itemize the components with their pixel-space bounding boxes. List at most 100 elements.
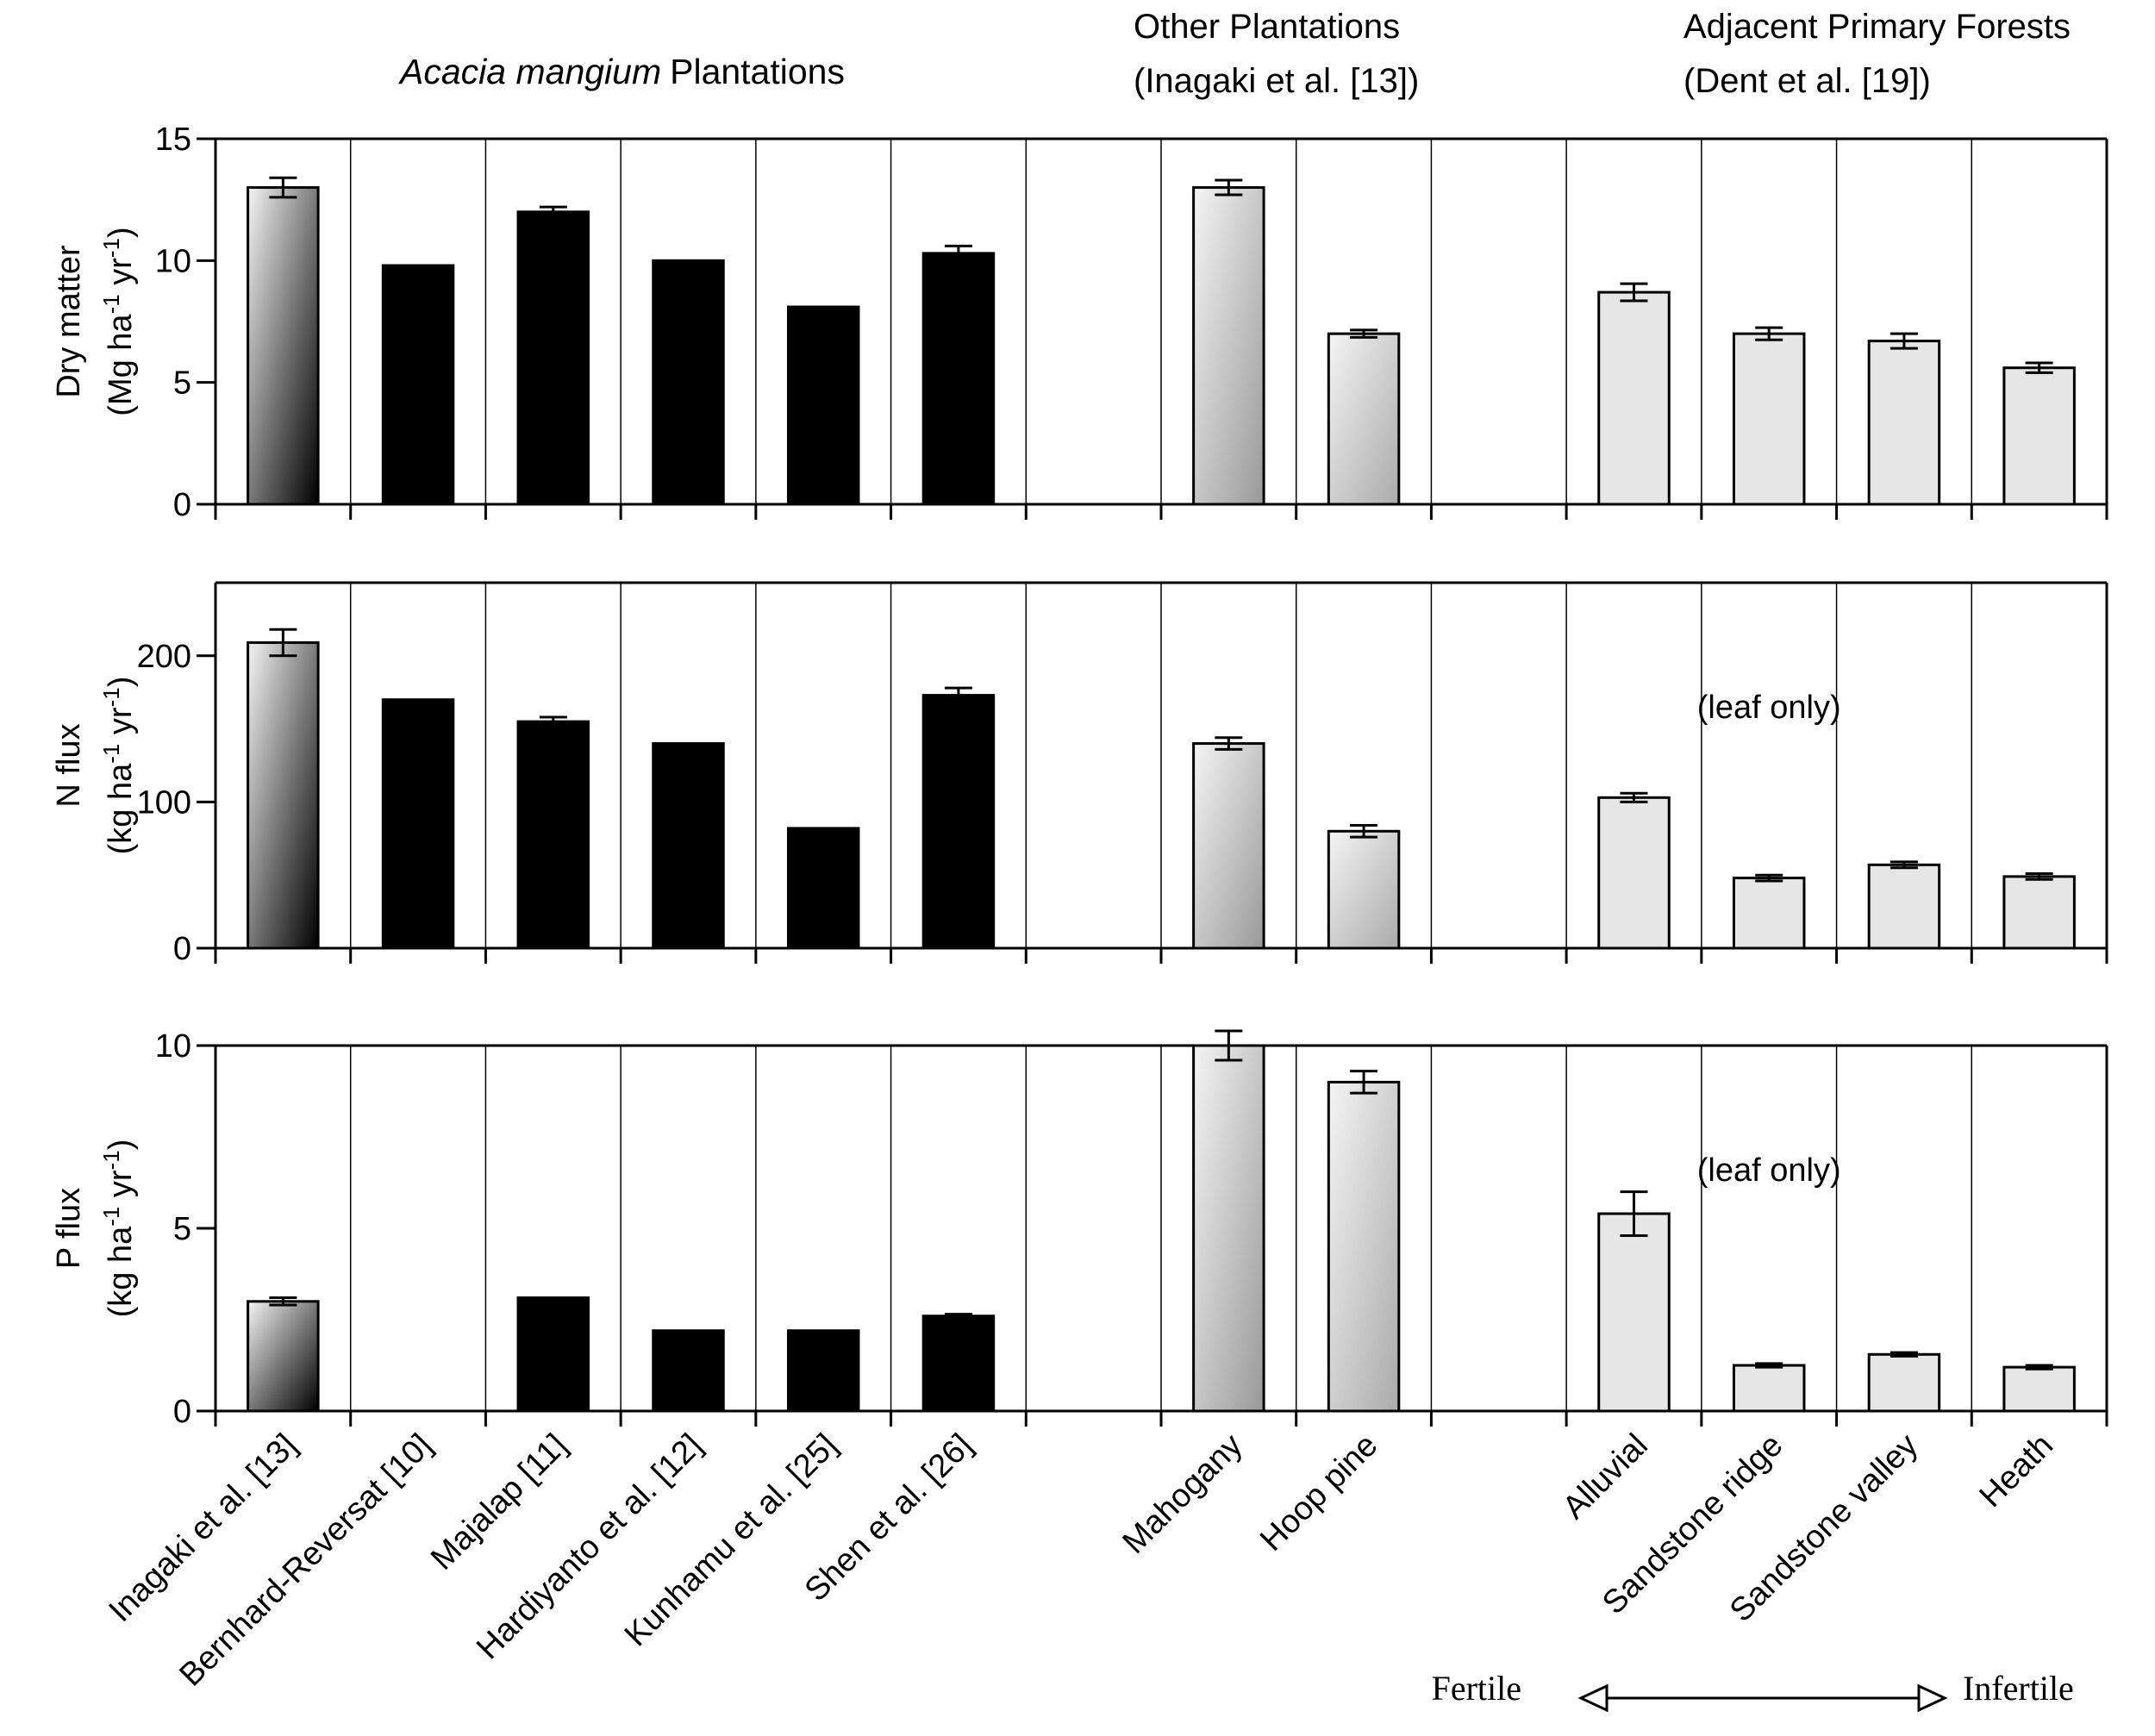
error-bar bbox=[944, 1313, 972, 1320]
unit-superscript: -1 bbox=[98, 238, 124, 258]
arrow-head-right bbox=[1917, 1683, 1948, 1713]
bar bbox=[516, 720, 590, 950]
y-tick-label: 0 bbox=[173, 931, 191, 967]
x-tick-label: Majalap [11] bbox=[424, 1427, 574, 1577]
bar bbox=[247, 1300, 320, 1413]
arrow-head-left bbox=[1577, 1683, 1608, 1713]
error-bar bbox=[2025, 1364, 2053, 1371]
error-bar bbox=[944, 244, 972, 262]
error-bar bbox=[1215, 1029, 1243, 1062]
x-tick-label: Heath bbox=[1973, 1427, 2060, 1514]
unit-text: ) bbox=[103, 1140, 139, 1151]
annotation: (leaf only) bbox=[1697, 690, 1841, 726]
error-bar bbox=[944, 686, 972, 704]
annotation: (leaf only) bbox=[1697, 1152, 1841, 1189]
y-tick-label: 0 bbox=[173, 487, 191, 523]
unit-text: yr bbox=[103, 707, 139, 744]
x-tick-label: Bernhard-Reversat [10] bbox=[172, 1427, 439, 1694]
error-bar bbox=[269, 176, 297, 199]
y-label: P flux bbox=[51, 1188, 87, 1269]
unit-superscript: -1 bbox=[98, 744, 124, 764]
error-bar bbox=[1890, 332, 1918, 350]
unit-superscript: -1 bbox=[98, 687, 124, 707]
bar bbox=[247, 186, 320, 506]
error-bar bbox=[539, 715, 567, 727]
group-label: (Dent et al. [19]) bbox=[1683, 62, 1931, 100]
bar bbox=[1867, 1352, 1941, 1413]
bar bbox=[1732, 1364, 1806, 1413]
bar bbox=[1597, 290, 1671, 506]
unit-text: (Mg ha bbox=[103, 314, 139, 416]
bar bbox=[1192, 742, 1265, 950]
bar bbox=[2002, 366, 2076, 506]
y-tick-label: 5 bbox=[173, 1211, 191, 1247]
bar bbox=[1597, 796, 1671, 950]
error-bar bbox=[1620, 282, 1648, 303]
bar bbox=[1732, 332, 1806, 506]
error-bar bbox=[1755, 326, 1783, 341]
error-bar bbox=[1890, 1351, 1918, 1358]
bar bbox=[247, 641, 320, 950]
bar bbox=[381, 264, 455, 506]
group-label: Other Plantations bbox=[1134, 8, 1400, 46]
y-unit: (Mg ha-1 yr-1) bbox=[98, 227, 139, 415]
fertile-label: Fertile bbox=[1432, 1669, 1521, 1708]
bar bbox=[2002, 875, 2076, 950]
error-bar bbox=[1215, 178, 1243, 197]
bar bbox=[1192, 186, 1265, 506]
unit-text: (kg ha bbox=[103, 763, 139, 854]
bar bbox=[1192, 1044, 1265, 1413]
unit-superscript: -1 bbox=[98, 1150, 124, 1170]
error-bar bbox=[1350, 824, 1378, 839]
bar bbox=[1732, 877, 1806, 950]
y-tick-label: 10 bbox=[155, 243, 191, 279]
error-bar bbox=[539, 205, 567, 218]
bar bbox=[652, 742, 725, 950]
group-label: (Inagaki et al. [13]) bbox=[1134, 62, 1419, 100]
bar bbox=[2002, 1365, 2076, 1413]
error-bar bbox=[1620, 1190, 1648, 1237]
bar bbox=[652, 1329, 725, 1413]
x-tick-label: Alluvial bbox=[1556, 1427, 1655, 1527]
error-bar bbox=[1755, 1362, 1783, 1369]
error-bar bbox=[269, 628, 297, 658]
group-label: Acacia mangium Plantations bbox=[397, 52, 845, 91]
y-tick-label: 200 bbox=[137, 639, 191, 675]
error-bar bbox=[2025, 361, 2053, 374]
unit-text: yr bbox=[103, 1170, 139, 1207]
bar bbox=[516, 210, 590, 506]
y-tick-label: 0 bbox=[173, 1394, 191, 1430]
bar bbox=[1327, 1080, 1401, 1413]
infertile-label: Infertile bbox=[1963, 1669, 2074, 1708]
error-bar bbox=[1350, 1070, 1378, 1095]
error-bar bbox=[1215, 736, 1243, 751]
y-tick-label: 5 bbox=[173, 365, 191, 402]
error-bar bbox=[1755, 873, 1783, 883]
bar bbox=[921, 694, 996, 950]
x-tick-label: Hoop pine bbox=[1253, 1427, 1384, 1558]
y-label: N flux bbox=[51, 723, 87, 807]
bar bbox=[516, 1296, 590, 1413]
bar bbox=[786, 305, 860, 506]
error-bar bbox=[269, 1296, 297, 1307]
unit-text: ) bbox=[103, 677, 139, 688]
group-label: Adjacent Primary Forests bbox=[1683, 8, 2071, 46]
unit-superscript: -1 bbox=[98, 1207, 124, 1227]
bar bbox=[1327, 829, 1401, 950]
unit-text: (kg ha bbox=[103, 1226, 139, 1317]
bar bbox=[652, 259, 725, 506]
bar bbox=[786, 827, 860, 950]
y-tick-label: 15 bbox=[155, 122, 191, 158]
bar bbox=[1327, 332, 1401, 506]
error-bar bbox=[2025, 872, 2053, 881]
bar bbox=[1597, 1212, 1671, 1413]
bar bbox=[1867, 863, 1941, 950]
error-bar bbox=[1890, 860, 1918, 870]
group-label-text: Plantations bbox=[670, 52, 845, 91]
error-bar bbox=[1620, 791, 1648, 803]
y-unit: (kg ha-1 yr-1) bbox=[98, 677, 139, 855]
group-label-italic: Acacia mangium bbox=[397, 52, 661, 91]
bar bbox=[921, 1314, 996, 1413]
unit-text: ) bbox=[103, 227, 139, 238]
unit-superscript: -1 bbox=[98, 294, 124, 314]
